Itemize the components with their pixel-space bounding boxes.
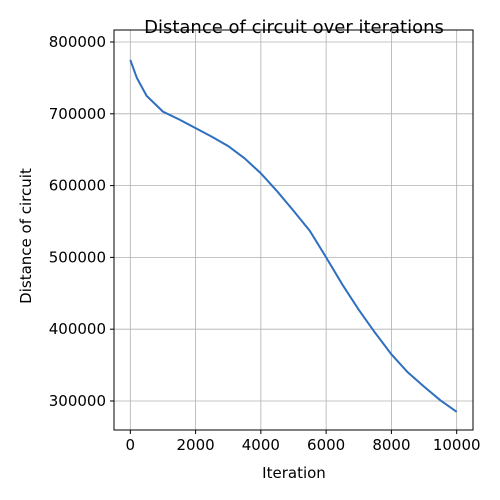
y-tick-label: 400000 xyxy=(49,320,106,338)
x-tick-label: 4000 xyxy=(242,436,280,454)
x-tick-label: 10000 xyxy=(433,436,481,454)
x-axis-label: Iteration xyxy=(262,464,326,482)
data-line xyxy=(129,59,458,413)
y-axis-label: Distance of circuit xyxy=(17,168,35,304)
x-tick-label: 8000 xyxy=(372,436,410,454)
y-tick-label: 300000 xyxy=(49,392,106,410)
x-tick-label: 0 xyxy=(126,436,136,454)
y-tick-label: 500000 xyxy=(49,248,106,266)
y-tick-label: 800000 xyxy=(49,33,106,51)
chart-title: Distance of circuit over iterations xyxy=(144,17,444,38)
plot-frame xyxy=(113,29,474,431)
x-tick-label: 6000 xyxy=(307,436,345,454)
x-tick-label: 2000 xyxy=(176,436,214,454)
y-tick-label: 600000 xyxy=(49,177,106,195)
y-tick-label: 700000 xyxy=(49,105,106,123)
